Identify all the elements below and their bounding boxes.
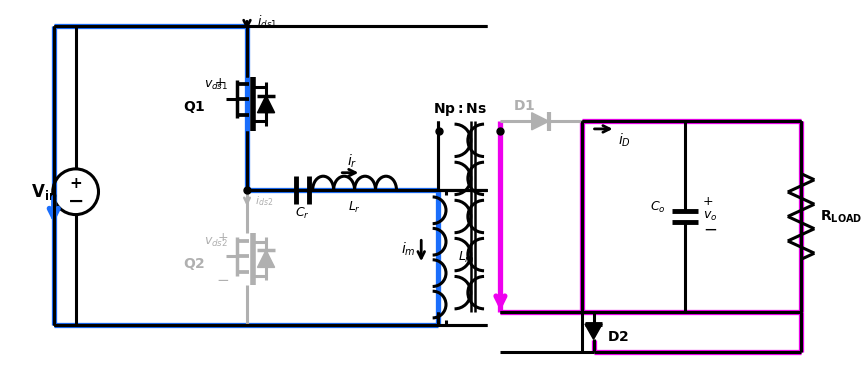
Text: +: + (218, 231, 228, 244)
Text: $C_r$: $C_r$ (294, 206, 309, 221)
Text: $i_{ds1}$: $i_{ds1}$ (257, 14, 276, 30)
Text: +: + (69, 176, 82, 191)
Text: $\mathbf{R_{LOAD}}$: $\mathbf{R_{LOAD}}$ (819, 208, 861, 225)
Text: −: − (217, 273, 229, 288)
Text: $\mathbf{Q1}$: $\mathbf{Q1}$ (183, 99, 206, 115)
Text: $\mathbf{V_{in}}$: $\mathbf{V_{in}}$ (31, 182, 58, 202)
Text: $i_r$: $i_r$ (346, 153, 356, 170)
Text: +: + (703, 195, 713, 208)
Text: $\mathbf{D1}$: $\mathbf{D1}$ (513, 99, 536, 113)
Polygon shape (257, 250, 275, 267)
Text: $v_{ds2}$: $v_{ds2}$ (204, 236, 228, 249)
Text: $L_r$: $L_r$ (348, 200, 361, 215)
Text: $i_m$: $i_m$ (400, 240, 415, 258)
Polygon shape (585, 324, 601, 339)
Text: $i_{ds2}$: $i_{ds2}$ (254, 194, 273, 208)
Text: $C_o$: $C_o$ (649, 200, 665, 214)
Text: −: − (67, 192, 84, 211)
Text: $i_D$: $i_D$ (617, 132, 630, 149)
Text: $\mathbf{Np{:}Ns}$: $\mathbf{Np{:}Ns}$ (433, 101, 486, 118)
Text: $L_m$: $L_m$ (457, 250, 474, 265)
Polygon shape (531, 113, 548, 130)
Text: −: − (703, 221, 716, 239)
Text: +: + (214, 76, 226, 89)
Polygon shape (257, 95, 275, 113)
Text: $\mathbf{Q2}$: $\mathbf{Q2}$ (183, 256, 206, 272)
Text: $v_o$: $v_o$ (703, 210, 716, 223)
Text: $v_{ds1}$: $v_{ds1}$ (204, 79, 228, 92)
Text: $\mathbf{D2}$: $\mathbf{D2}$ (606, 330, 629, 344)
